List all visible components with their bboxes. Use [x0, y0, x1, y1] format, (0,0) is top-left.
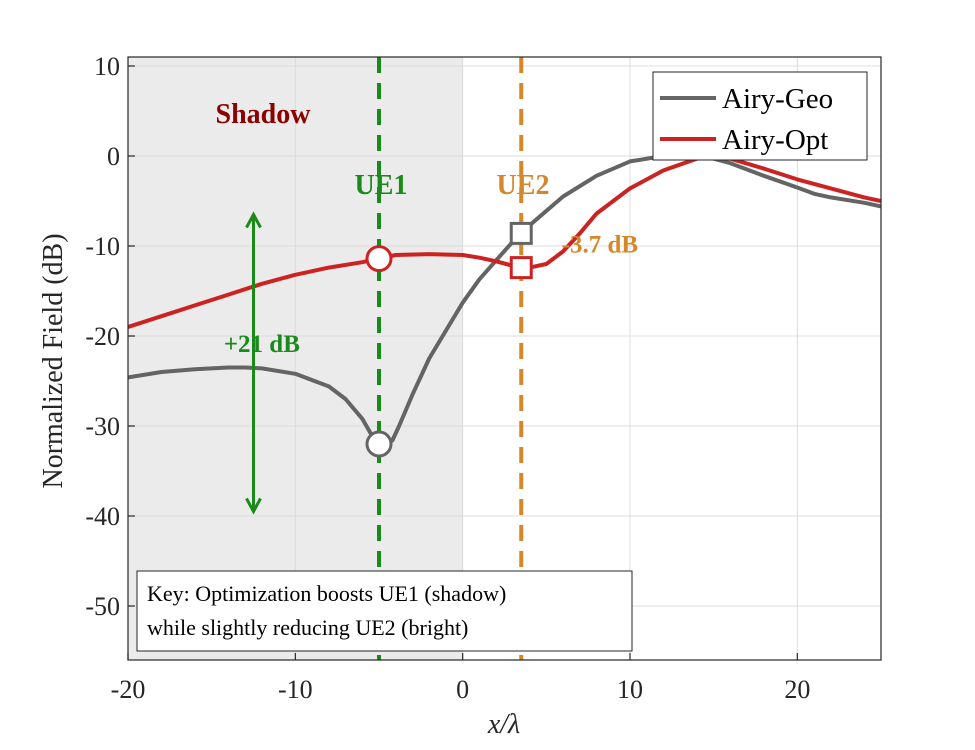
legend-label-geo: Airy-Geo — [722, 83, 833, 115]
ue1-label: UE1 — [355, 170, 408, 201]
loss-annotation: -3.7 dB — [562, 231, 638, 258]
gain-arrow-head-up — [245, 211, 262, 229]
y-tick-label: -20 — [85, 322, 120, 351]
y-tick-label: -50 — [85, 592, 120, 621]
y-tick-label: -30 — [85, 412, 120, 441]
axis-ticks: -20 -10 0 10 20 10 0 -10 -20 -30 -40 -50 — [85, 52, 810, 704]
x-tick-label: 0 — [456, 675, 469, 704]
key-line-2: while slightly reducing UE2 (bright) — [147, 615, 468, 640]
marker-square — [509, 256, 533, 280]
x-tick-label: -10 — [278, 675, 313, 704]
key-box: Key: Optimization boosts UE1 (shadow) wh… — [136, 570, 633, 652]
y-tick-label: 10 — [94, 52, 120, 81]
series-line-airy-geo — [128, 153, 881, 446]
gain-arrow-head-down — [245, 497, 262, 515]
vertical-lines — [377, 57, 524, 660]
y-tick-label: 0 — [107, 142, 120, 171]
x-tick-label: -20 — [111, 675, 146, 704]
key-line-1: Key: Optimization boosts UE1 (shadow) — [147, 581, 506, 606]
shadow-label: Shadow — [216, 99, 312, 130]
plot-frame — [127, 56, 882, 661]
x-tick-label: 10 — [617, 675, 643, 704]
key-box-frame — [136, 570, 633, 652]
legend: Airy-Geo Airy-Opt — [652, 71, 868, 161]
marker-circle — [365, 245, 393, 273]
legend-box — [652, 71, 868, 161]
ue2-label: UE2 — [497, 170, 550, 201]
x-axis-label: x/λ — [487, 709, 520, 740]
y-tick-label: -10 — [85, 232, 120, 261]
legend-label-opt: Airy-Opt — [722, 124, 828, 156]
marker-square — [509, 221, 533, 245]
gain-annotation: +21 dB — [224, 331, 300, 358]
marker-circle — [365, 430, 393, 458]
x-tick-label: 20 — [784, 675, 810, 704]
gain-arrow — [245, 211, 262, 515]
markers-group — [365, 221, 533, 458]
y-axis-label: Normalized Field (dB) — [38, 233, 69, 488]
y-tick-label: -40 — [85, 502, 120, 531]
